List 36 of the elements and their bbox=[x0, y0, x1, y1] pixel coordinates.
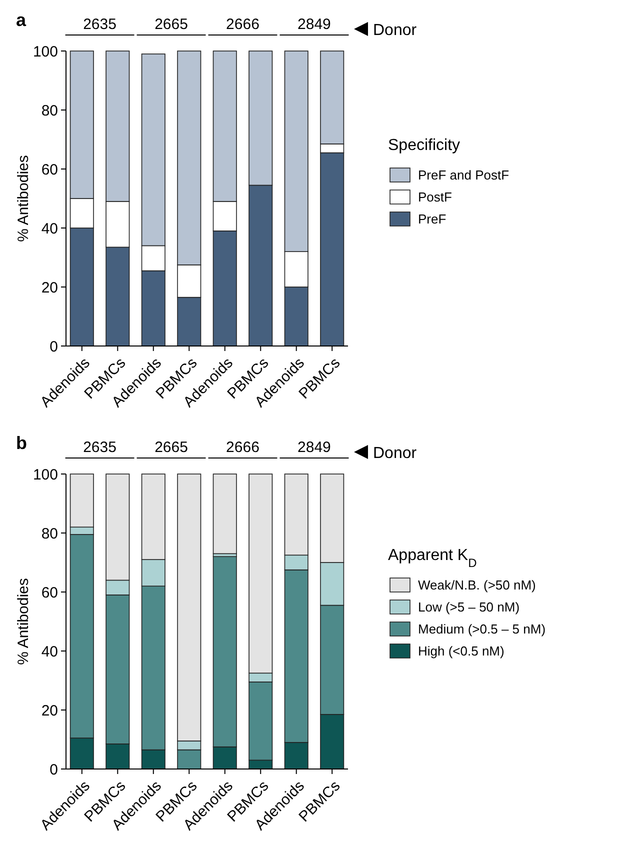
text: 2666 bbox=[226, 16, 260, 33]
legend-label: Weak/N.B. (>50 nM) bbox=[418, 578, 536, 593]
text: a bbox=[16, 10, 27, 30]
text: 2635 bbox=[83, 439, 116, 456]
y-tick-label: 20 bbox=[41, 279, 58, 296]
legend-label: High (<0.5 nM) bbox=[418, 644, 504, 659]
y-tick-label: 60 bbox=[41, 161, 58, 178]
text: 2849 bbox=[298, 16, 331, 33]
y-tick-label: 80 bbox=[41, 102, 58, 120]
y-axis-title: % Antibodies bbox=[15, 155, 32, 242]
y-tick-label: 100 bbox=[32, 43, 58, 60]
y-tick-label: 80 bbox=[41, 525, 58, 542]
y-tick-label: 40 bbox=[41, 643, 58, 660]
y-tick-label: 60 bbox=[41, 584, 58, 602]
y-tick-label: 0 bbox=[50, 338, 58, 356]
legend-label: Low (>5 – 50 nM) bbox=[418, 600, 520, 615]
y-tick-label: 20 bbox=[41, 702, 58, 720]
text: 2666 bbox=[226, 439, 260, 456]
legend-title: Apparent K$_{D}$ bbox=[388, 547, 478, 570]
text: b bbox=[16, 433, 27, 453]
legend-title: Specificity bbox=[388, 137, 460, 154]
y-tick-label: 0 bbox=[50, 761, 58, 778]
text: 2665 bbox=[154, 16, 188, 33]
text: 2635 bbox=[83, 16, 116, 33]
legend-label: PreF bbox=[418, 212, 446, 227]
y-axis-title: % Antibodies bbox=[15, 578, 32, 665]
legend-label: PostF bbox=[418, 190, 452, 205]
y-tick-label: 100 bbox=[32, 466, 58, 484]
text: 2849 bbox=[298, 439, 331, 456]
text: Donor bbox=[373, 22, 418, 39]
bar bbox=[212, 474, 237, 554]
y-tick-label: 40 bbox=[41, 220, 58, 238]
legend-label: Medium (>0.5 – 5 nM) bbox=[418, 622, 546, 637]
legend-label: PreF and PostF bbox=[418, 168, 510, 183]
text: Donor bbox=[373, 445, 418, 462]
text: 2665 bbox=[154, 439, 188, 456]
